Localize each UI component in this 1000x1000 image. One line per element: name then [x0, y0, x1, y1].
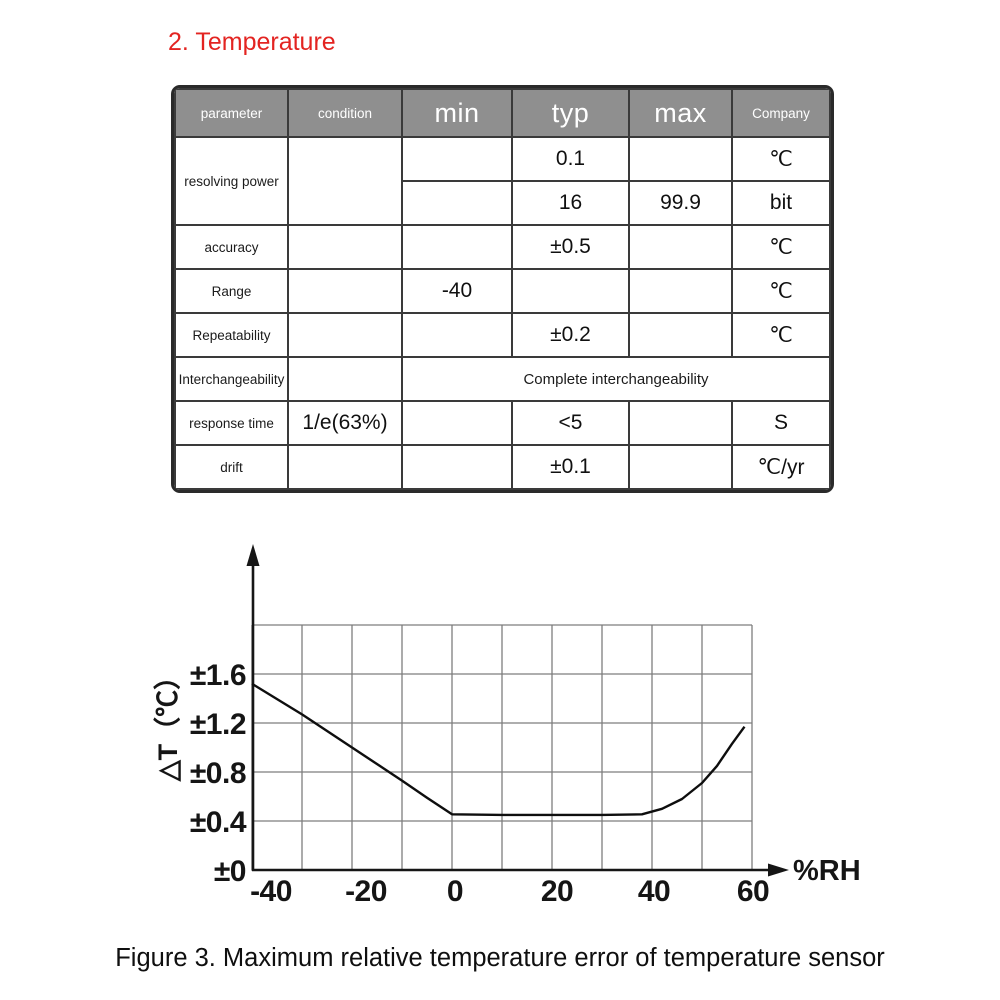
cell-range-label: Range: [174, 268, 289, 314]
cell-empty: [401, 224, 513, 270]
cell-interchangeability-label: Interchangeability: [174, 356, 289, 402]
error-curve: [251, 682, 746, 817]
header-typ: typ: [511, 88, 630, 138]
y-axis-arrow-icon: [246, 544, 260, 566]
cell-empty: [628, 136, 733, 182]
cell-drift-unit: ℃/yr: [731, 444, 831, 490]
cell-resolving-power-unit-2: bit: [731, 180, 831, 226]
cell-resolving-power-condition: [287, 136, 403, 226]
cell-response-time-condition: 1/e(63%): [287, 400, 403, 446]
cell-empty: [287, 444, 403, 490]
x-tick-label: -20: [345, 875, 387, 908]
cell-resolving-power-typ-2: 16: [511, 180, 630, 226]
cell-empty: [401, 444, 513, 490]
header-max: max: [628, 88, 733, 138]
cell-response-time-typ: <5: [511, 400, 630, 446]
table-row: accuracy ±0.5 ℃: [174, 224, 831, 270]
cell-response-time-unit: S: [731, 400, 831, 446]
cell-range-min: -40: [401, 268, 513, 314]
cell-empty: [628, 224, 733, 270]
cell-accuracy-label: accuracy: [174, 224, 289, 270]
cell-empty: [628, 444, 733, 490]
table-row: Repeatability ±0.2 ℃: [174, 312, 831, 358]
section-title: 2. Temperature: [168, 28, 336, 56]
cell-resolving-power-unit-1: ℃: [731, 136, 831, 182]
x-axis-title: %RH: [793, 855, 861, 887]
cell-accuracy-unit: ℃: [731, 224, 831, 270]
y-tick-label: ±0.8: [190, 757, 246, 790]
cell-empty: [287, 356, 403, 402]
table-row: resolving power 0.1 ℃: [174, 136, 831, 226]
cell-repeatability-unit: ℃: [731, 312, 831, 358]
y-axis-title: △T（℃）: [153, 663, 183, 782]
table-row: response time 1/e(63%) <5 S: [174, 400, 831, 446]
cell-range-unit: ℃: [731, 268, 831, 314]
table-row: 16 99.9 bit: [175, 180, 831, 226]
cell-interchangeability-value: Complete interchangeability: [401, 356, 831, 402]
x-tick-label: 20: [541, 875, 573, 908]
chart-grid: [251, 624, 753, 870]
cell-empty: [401, 180, 513, 226]
figure-3-chart: ±1.6 ±1.2 ±0.8 ±0.4 ±0 -40 -20 0 20 40 6…: [153, 544, 861, 908]
cell-resolving-power-max-2: 99.9: [628, 180, 733, 226]
x-axis-arrow-icon: [768, 863, 789, 877]
header-condition: condition: [287, 88, 403, 138]
cell-empty: [628, 268, 733, 314]
cell-response-time-label: response time: [174, 400, 289, 446]
figure-caption: Figure 3. Maximum relative temperature e…: [115, 944, 885, 972]
x-tick-label: 0: [447, 875, 463, 908]
table-row: Interchangeability Complete interchangea…: [174, 356, 831, 402]
table-header-row: parameter condition min typ max Company: [174, 88, 831, 138]
cell-empty: [511, 268, 630, 314]
header-min: min: [401, 88, 513, 138]
cell-drift-typ: ±0.1: [511, 444, 630, 490]
cell-drift-label: drift: [174, 444, 289, 490]
header-company: Company: [731, 88, 831, 138]
cell-repeatability-typ: ±0.2: [511, 312, 630, 358]
cell-empty: [287, 268, 403, 314]
cell-resolving-power-typ-1: 0.1: [511, 136, 630, 182]
cell-empty: [628, 312, 733, 358]
x-tick-label: 60: [737, 875, 769, 908]
x-tick-label: -40: [250, 875, 292, 908]
table-row: drift ±0.1 ℃/yr: [174, 444, 831, 490]
y-tick-label: ±0: [214, 855, 246, 888]
cell-empty: [287, 312, 403, 358]
cell-empty: [401, 136, 513, 182]
y-tick-label: ±1.6: [190, 659, 246, 692]
header-parameter: parameter: [174, 88, 289, 138]
y-tick-label: ±1.2: [190, 708, 246, 741]
cell-empty: [401, 400, 513, 446]
cell-repeatability-label: Repeatability: [174, 312, 289, 358]
table-row: Range -40 ℃: [174, 268, 831, 314]
cell-empty: [628, 400, 733, 446]
cell-empty: [401, 312, 513, 358]
spec-table-wrapper: parameter condition min typ max Company …: [171, 85, 834, 493]
cell-accuracy-typ: ±0.5: [511, 224, 630, 270]
x-tick-label: 40: [638, 875, 670, 908]
spec-table: parameter condition min typ max Company …: [174, 88, 831, 490]
cell-empty: [287, 224, 403, 270]
cell-resolving-power-label: resolving power: [174, 136, 289, 226]
y-tick-label: ±0.4: [190, 806, 247, 839]
